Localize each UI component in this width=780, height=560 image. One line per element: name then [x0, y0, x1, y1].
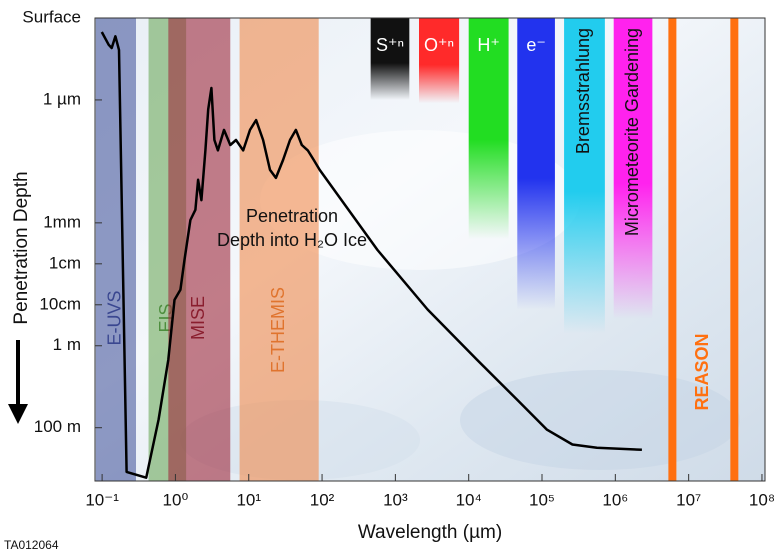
- x-tick-label: 10⁶: [602, 490, 628, 509]
- x-tick-label: 10⁰: [163, 490, 189, 509]
- y-tick-label: 1 µm: [43, 89, 81, 108]
- band-line: [668, 18, 677, 481]
- plot-frame: [94, 17, 766, 482]
- band-label: MISE: [188, 296, 208, 340]
- data-line: [100, 31, 642, 479]
- footer: TA012064: [4, 538, 59, 552]
- x-axis-label: Wavelength (µm): [358, 522, 502, 543]
- band-label: Micrometeorite Gardening: [622, 28, 642, 236]
- x-tick-label: 10⁵: [529, 490, 555, 509]
- band: [370, 18, 410, 100]
- y-tick-label: 1mm: [43, 212, 81, 231]
- band: [468, 18, 509, 240]
- annotation: Depth into H₂O Ice: [217, 230, 367, 250]
- band: [168, 18, 231, 481]
- y-tick-label: 1 m: [53, 335, 81, 354]
- x-tick-label: 10⁴: [456, 490, 482, 509]
- band-label: O⁺ⁿ: [424, 35, 454, 55]
- x-tick-label: 10¹: [236, 490, 261, 509]
- plot: [100, 31, 642, 479]
- y-tick-label: 10cm: [39, 294, 81, 313]
- band-label: e⁻: [526, 35, 546, 55]
- band-label: E-UVS: [105, 290, 125, 345]
- x-tick-label: 10⁷: [676, 490, 701, 509]
- band-label: E-THEMIS: [268, 287, 288, 373]
- band: [564, 18, 605, 334]
- band: [239, 18, 319, 481]
- depth-arrow-head: [8, 404, 28, 424]
- band-label: REASON: [692, 333, 712, 410]
- y-axis-label: Penetration Depth: [11, 171, 32, 324]
- x-tick-label: 10⁻¹: [85, 490, 119, 509]
- band-line: [730, 18, 739, 481]
- y-tick-label: Surface: [22, 7, 81, 26]
- band: [517, 18, 555, 310]
- x-tick-label: 10³: [383, 490, 408, 509]
- band: [613, 18, 653, 319]
- band: [419, 18, 460, 104]
- x-tick-label: 10⁸: [749, 490, 775, 509]
- y-tick-label: 1cm: [49, 253, 81, 272]
- band-label: Bremsstrahlung: [573, 28, 593, 154]
- y-tick-label: 100 m: [34, 417, 81, 436]
- band-label: S⁺ⁿ: [376, 35, 404, 55]
- annotation: Penetration: [246, 206, 338, 226]
- x-tick-label: 10²: [310, 490, 335, 509]
- band-label: H⁺: [477, 35, 500, 55]
- band: [95, 18, 137, 481]
